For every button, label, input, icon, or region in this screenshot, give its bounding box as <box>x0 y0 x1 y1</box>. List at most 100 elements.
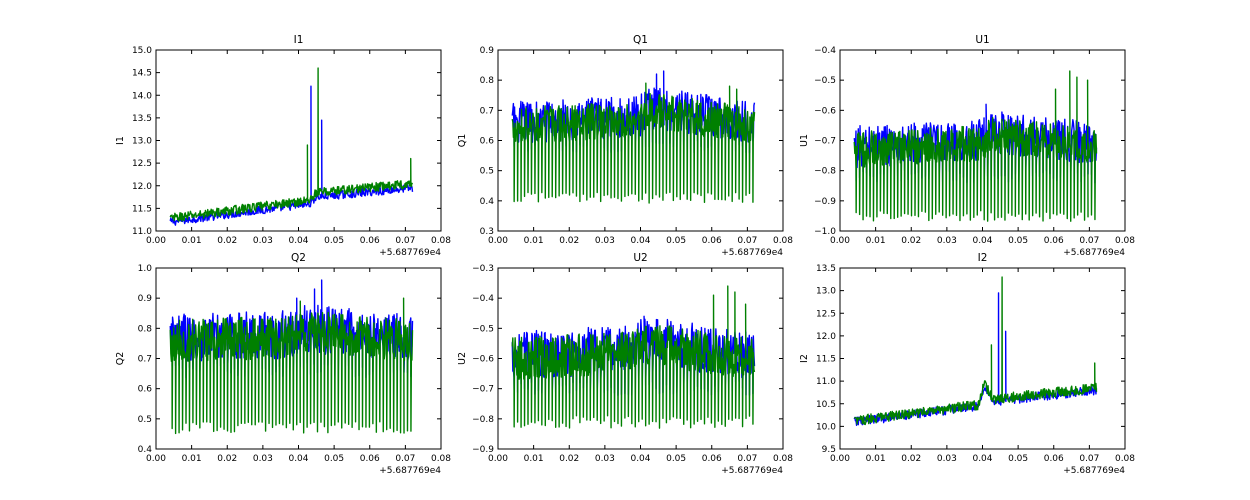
x-tick-label: 0.04 <box>972 454 992 464</box>
x-tick-label: 0.00 <box>830 236 850 246</box>
x-tick-label: 0.01 <box>524 236 544 246</box>
x-tick-label: 0.07 <box>395 454 415 464</box>
subplot-i1: 0.00 0.01 0.02 0.03 0.04 0.05 0.06 0.07 0.08 11.0… <box>115 34 451 258</box>
x-tick-label: 0.01 <box>182 236 202 246</box>
x-tick-label: 0.06 <box>360 236 380 246</box>
subplot-title: Q2 <box>291 252 306 264</box>
y-tick-label: 0.8 <box>480 76 495 86</box>
y-tick-label: 11.0 <box>816 377 836 387</box>
x-tick-label: 0.06 <box>702 454 722 464</box>
y-tick-label: −0.8 <box>472 415 494 425</box>
series-line-green <box>853 276 1098 426</box>
subplot-title: I1 <box>294 34 304 46</box>
y-tick-label: 9.5 <box>822 445 836 455</box>
x-tick-label: 0.08 <box>1115 454 1135 464</box>
y-tick-label: −0.9 <box>472 445 494 455</box>
plot-area <box>840 268 1125 449</box>
y-tick-label: −1.0 <box>814 227 836 237</box>
x-tick-label: 0.08 <box>431 454 451 464</box>
x-tick-label: 0.06 <box>360 454 380 464</box>
x-tick-label: 0.02 <box>559 236 579 246</box>
y-tick-label: −0.7 <box>814 137 836 147</box>
x-tick-label: 0.07 <box>1079 454 1099 464</box>
x-tick-label: 0.08 <box>773 236 793 246</box>
x-tick-label: 0.04 <box>972 236 992 246</box>
x-tick-label: 0.01 <box>866 454 886 464</box>
x-tick-label: 0.03 <box>937 236 957 246</box>
y-tick-label: 13.0 <box>132 137 152 147</box>
subplot-q1: 0.00 0.01 0.02 0.03 0.04 0.05 0.06 0.07 0.08 0.3 0… <box>457 34 793 258</box>
x-tick-label: 0.00 <box>830 454 850 464</box>
x-tick-label: 0.08 <box>431 236 451 246</box>
y-tick-label: 0.5 <box>480 167 494 177</box>
series-line-green <box>853 70 1098 222</box>
y-tick-label: −0.3 <box>472 264 494 274</box>
x-tick-label: 0.08 <box>773 454 793 464</box>
x-offset-label: +5.687769e4 <box>379 466 441 476</box>
subplot-title: U1 <box>975 34 989 46</box>
x-tick-label: 0.07 <box>395 236 415 246</box>
y-tick-label: 0.4 <box>480 197 495 207</box>
y-tick-label: −0.5 <box>814 76 836 86</box>
y-tick-label: 0.3 <box>480 227 494 237</box>
y-axis-label: I2 <box>799 354 810 363</box>
x-tick-label: 0.00 <box>146 236 166 246</box>
subplot-title: Q1 <box>633 34 648 46</box>
y-tick-label: 0.7 <box>480 106 494 116</box>
y-tick-label: 15.0 <box>132 46 152 56</box>
x-tick-label: 0.00 <box>488 236 508 246</box>
x-tick-label: 0.01 <box>182 454 202 464</box>
x-tick-label: 0.05 <box>666 454 686 464</box>
y-tick-label: 0.5 <box>138 415 152 425</box>
y-tick-label: 0.7 <box>138 355 152 365</box>
x-tick-label: 0.08 <box>1115 236 1135 246</box>
x-offset-label: +5.687769e4 <box>721 248 783 258</box>
x-tick-label: 0.05 <box>1008 236 1028 246</box>
y-tick-label: −0.6 <box>472 355 494 365</box>
x-tick-label: 0.03 <box>937 454 957 464</box>
x-offset-label: +5.687769e4 <box>721 466 783 476</box>
y-tick-label: 0.6 <box>480 137 495 147</box>
y-tick-label: −0.4 <box>814 46 836 56</box>
x-offset-label: +5.687769e4 <box>1063 466 1125 476</box>
y-tick-label: 11.0 <box>132 227 152 237</box>
x-tick-label: 0.02 <box>217 236 237 246</box>
y-tick-label: 13.5 <box>816 264 836 274</box>
x-tick-label: 0.02 <box>901 454 921 464</box>
series-line-green <box>511 285 756 429</box>
y-tick-label: 12.5 <box>816 309 836 319</box>
y-tick-label: −0.5 <box>472 324 494 334</box>
y-tick-label: 11.5 <box>816 355 836 365</box>
series-line-green <box>169 297 414 435</box>
subplot-title: I2 <box>978 252 988 264</box>
y-tick-label: −0.8 <box>814 167 836 177</box>
x-offset-label: +5.687769e4 <box>1063 248 1125 258</box>
x-tick-label: 0.05 <box>324 236 344 246</box>
x-tick-label: 0.05 <box>1008 454 1028 464</box>
x-tick-label: 0.00 <box>488 454 508 464</box>
x-offset-label: +5.687769e4 <box>379 248 441 258</box>
y-tick-label: 0.8 <box>138 324 153 334</box>
x-tick-label: 0.06 <box>702 236 722 246</box>
x-tick-label: 0.04 <box>288 454 308 464</box>
y-tick-label: 10.5 <box>816 400 836 410</box>
x-tick-label: 0.05 <box>324 454 344 464</box>
y-tick-label: −0.4 <box>472 294 494 304</box>
x-tick-label: 0.03 <box>595 236 615 246</box>
x-tick-label: 0.07 <box>737 236 757 246</box>
x-tick-label: 0.02 <box>901 236 921 246</box>
y-tick-label: 13.5 <box>132 114 152 124</box>
y-tick-label: 12.0 <box>816 332 836 342</box>
plot-area <box>156 268 441 449</box>
x-tick-label: 0.01 <box>524 454 544 464</box>
y-tick-label: 0.6 <box>138 385 153 395</box>
y-tick-label: −0.9 <box>814 197 836 207</box>
subplot-i2: 0.00 0.01 0.02 0.03 0.04 0.05 0.06 0.07 0.08 9.5 1… <box>799 252 1135 476</box>
y-tick-label: −0.7 <box>472 385 494 395</box>
x-tick-label: 0.00 <box>146 454 166 464</box>
series-line-green <box>511 82 756 204</box>
x-tick-label: 0.07 <box>737 454 757 464</box>
y-tick-label: 14.0 <box>132 91 152 101</box>
y-tick-label: 12.0 <box>132 182 152 192</box>
x-tick-label: 0.02 <box>217 454 237 464</box>
